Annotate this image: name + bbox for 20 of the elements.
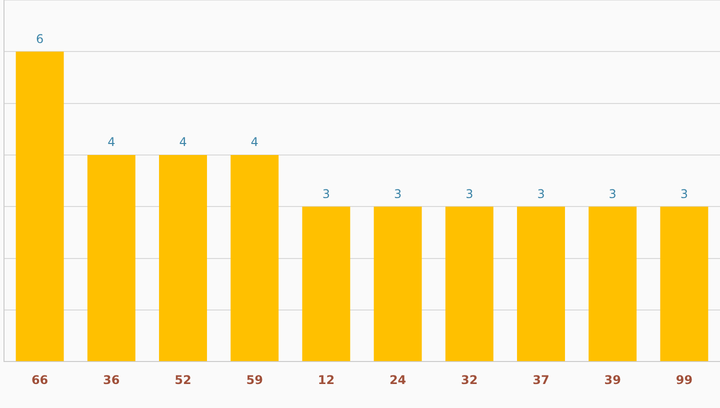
x-tick-label: 37 xyxy=(532,372,550,387)
x-tick-label: 66 xyxy=(31,372,48,387)
data-label: 4 xyxy=(108,135,116,150)
x-tick-label: 99 xyxy=(676,372,693,387)
data-label: 3 xyxy=(466,186,474,201)
data-label: 3 xyxy=(680,186,688,201)
data-label: 6 xyxy=(36,32,44,46)
data-label: 3 xyxy=(537,186,545,201)
x-tick-label: 52 xyxy=(174,372,192,387)
x-tick-label: 59 xyxy=(246,372,263,387)
data-label: 3 xyxy=(394,186,402,201)
data-label: 4 xyxy=(179,135,187,150)
x-tick-label: 32 xyxy=(461,372,478,387)
data-label: 3 xyxy=(608,186,616,201)
data-label: 4 xyxy=(250,135,258,150)
data-label: 3 xyxy=(322,186,330,201)
x-tick-label: 24 xyxy=(389,372,406,387)
x-tick-label: 39 xyxy=(604,372,621,387)
x-tick-label: 36 xyxy=(103,372,120,387)
x-tick-label: 12 xyxy=(318,372,335,387)
